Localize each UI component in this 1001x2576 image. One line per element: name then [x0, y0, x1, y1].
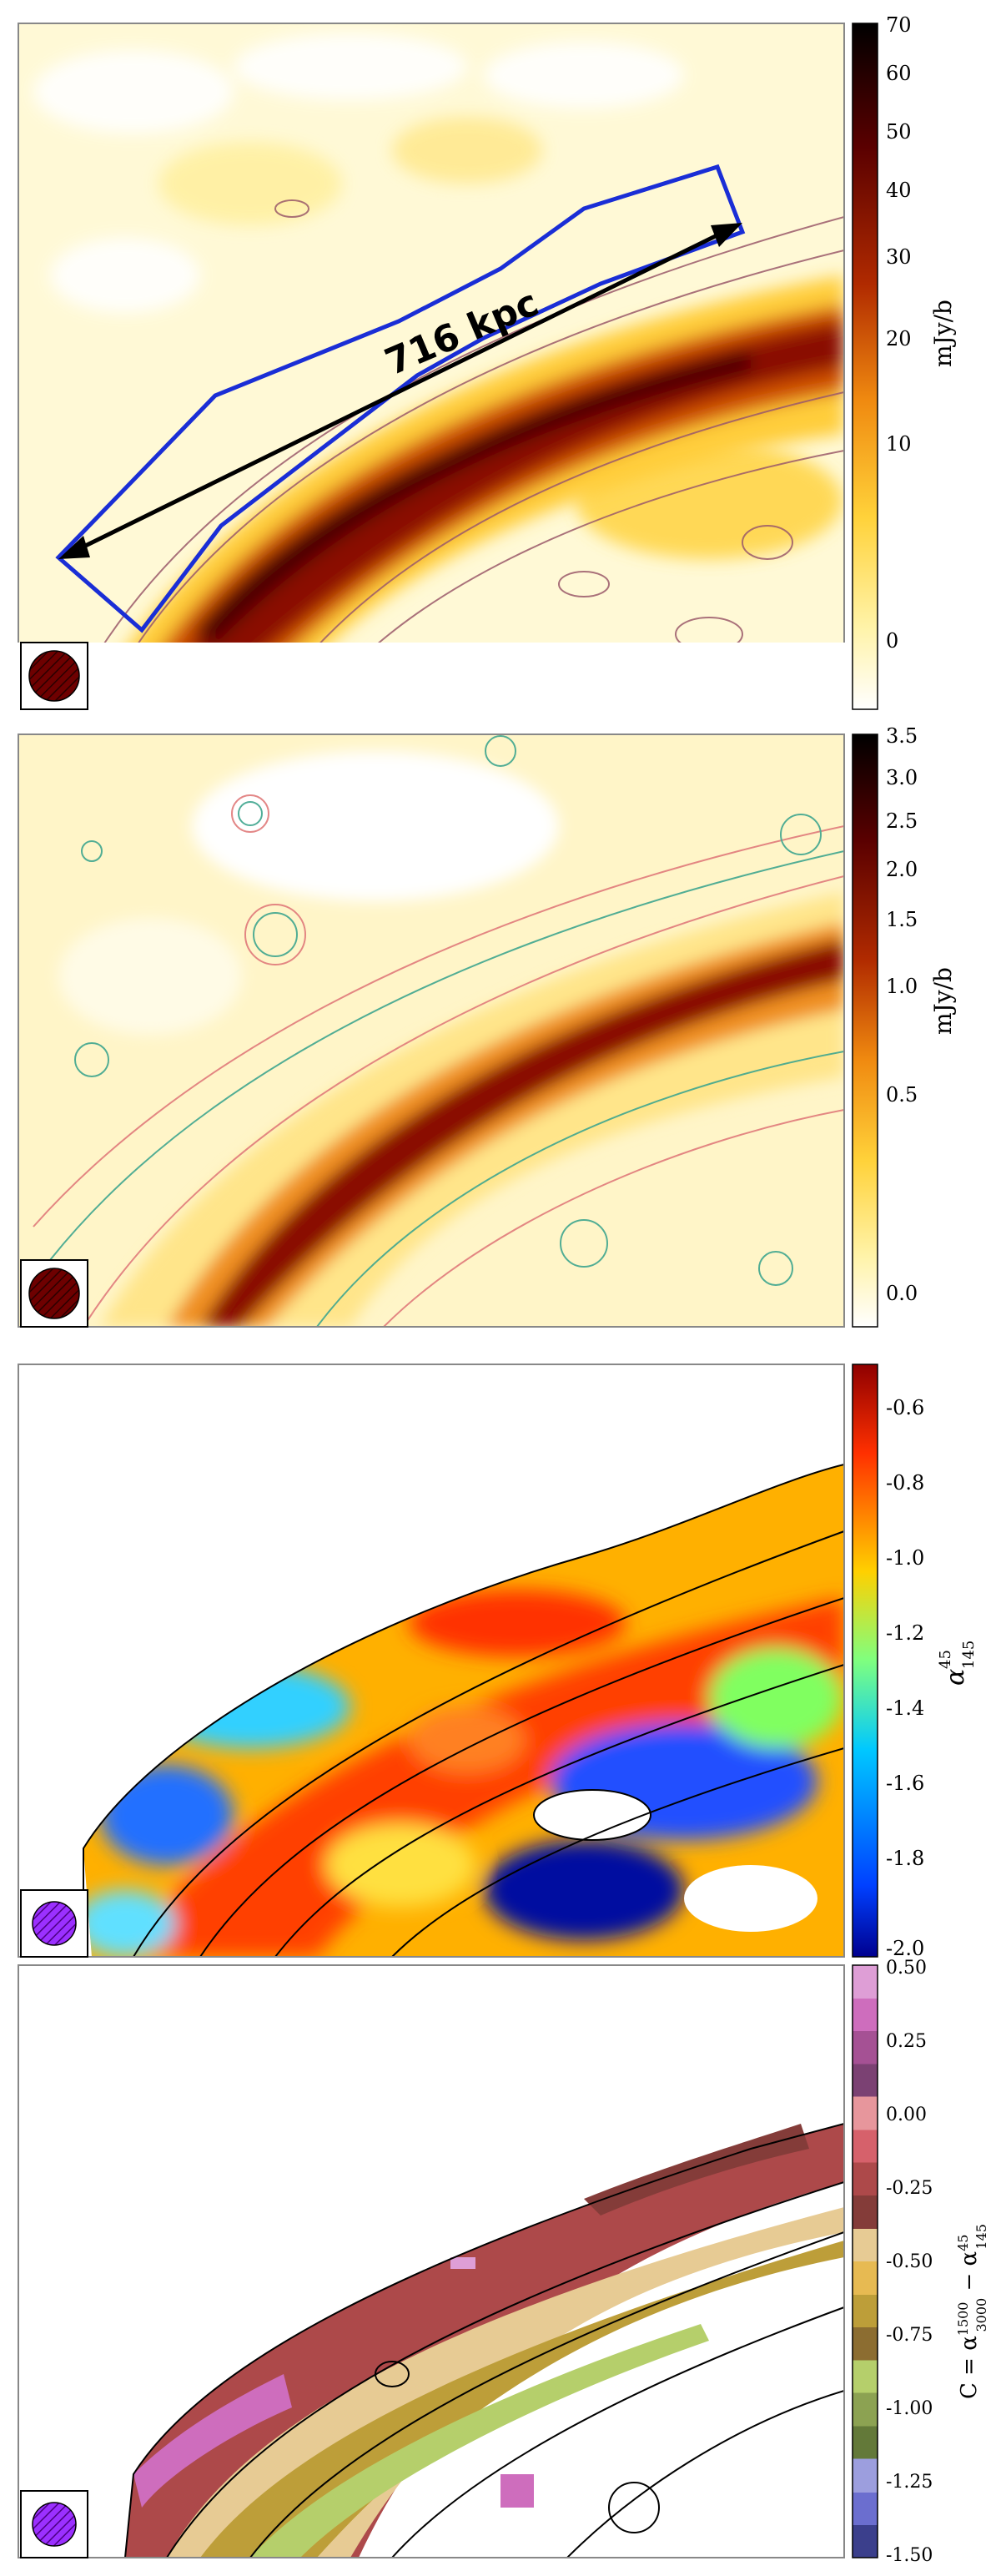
cb4-label-sub2: 145 [973, 2224, 989, 2250]
cb3-tick-7: -2.0 [886, 1937, 924, 1960]
cb4-tick-5: -0.75 [886, 2325, 933, 2346]
cb1-tick-4: 30 [886, 245, 912, 269]
cb2-tick-0: 3.5 [886, 726, 918, 748]
beam-icon-3 [32, 1901, 77, 1946]
cb4-tick-0: 0.50 [886, 1958, 927, 1979]
cb4-tick-7: -1.25 [886, 2472, 933, 2493]
cb3-tick-0: -0.6 [886, 1396, 924, 1419]
cb1-tick-0: 70 [886, 13, 912, 37]
cb1-tick-7: 0 [886, 629, 898, 653]
colorbar-4 [852, 1964, 878, 2558]
distance-arrow [65, 224, 736, 557]
panel-1-svg: 716 kpc [18, 23, 845, 710]
cb1-tick-1: 60 [886, 62, 912, 85]
cb1-tick-3: 40 [886, 179, 912, 202]
cb3-tick-5: -1.6 [886, 1772, 924, 1795]
flux-map-2 [18, 734, 844, 1327]
cb3-label-sub: 145 [960, 1641, 978, 1669]
cb4-label-main: C = α [957, 2336, 982, 2399]
cb4-tick-8: -1.50 [886, 2545, 933, 2566]
cb2-tick-3: 2.0 [886, 858, 918, 881]
cb3-tick-4: -1.4 [886, 1696, 924, 1720]
cb4-label-sup1: 1500 [955, 2302, 971, 2337]
cb2-tick-4: 1.5 [886, 908, 918, 931]
cb1-tick-5: 20 [886, 327, 912, 350]
cb3-label: α [941, 1669, 970, 1686]
cb2-tick-7: 0.0 [886, 1282, 918, 1305]
curvature-map [18, 1965, 844, 2558]
beam-icon [28, 650, 80, 702]
cb4-tick-3: -0.25 [886, 2178, 933, 2199]
flux-map-1: 716 kpc [18, 23, 844, 709]
panel-flux-mid: 3.5 3.0 2.5 2.0 1.5 1.0 0.5 0.0 mJy/b [18, 726, 957, 1328]
colorbar-1 [852, 23, 878, 710]
cb2-tick-5: 1.0 [886, 975, 918, 998]
cb1-tick-2: 50 [886, 120, 912, 144]
cb4-label-mid: − α [957, 2251, 982, 2298]
beam-icon-4 [32, 2502, 77, 2547]
colorbar-2 [852, 733, 878, 1328]
panel-1-overlay: 70 60 50 40 30 20 10 0 mJy/b [20, 13, 957, 710]
cb4-label-sub1: 3000 [973, 2298, 989, 2332]
cb4-label-sup2: 45 [955, 2235, 971, 2251]
cb1-tick-6: 10 [886, 432, 912, 456]
cb3-tick-6: -1.8 [886, 1847, 924, 1870]
relic-region-outline [55, 164, 746, 633]
cb2-label: mJy/b [929, 967, 957, 1035]
cb2-tick-6: 0.5 [886, 1083, 918, 1107]
cb3-tick-1: -0.8 [886, 1471, 924, 1495]
panel-spectral-index: -0.6 -0.8 -1.0 -1.2 -1.4 -1.6 -1.8 -2.0 … [18, 1364, 978, 1960]
colorbar-3 [852, 1364, 878, 1958]
cb4-tick-1: 0.25 [886, 2031, 927, 2052]
panel-flux-lofar: 716 kpc [0, 0, 1001, 710]
cb4-tick-2: 0.00 [886, 2105, 927, 2125]
cb3-tick-3: -1.2 [886, 1621, 924, 1645]
cb3-label-sup: 45 [937, 1650, 954, 1669]
cb4-tick-6: -1.00 [886, 2398, 933, 2419]
cb4-tick-4: -0.50 [886, 2251, 933, 2272]
panel-curvature: 0.50 0.25 0.00 -0.25 -0.50 -0.75 -1.00 -… [18, 1958, 989, 2566]
cb2-tick-1: 3.0 [886, 766, 918, 789]
beam-icon-2 [28, 1268, 80, 1319]
cb3-tick-2: -1.0 [886, 1546, 924, 1570]
cb2-tick-2: 2.5 [886, 809, 918, 833]
cb1-label: mJy/b [929, 300, 957, 367]
